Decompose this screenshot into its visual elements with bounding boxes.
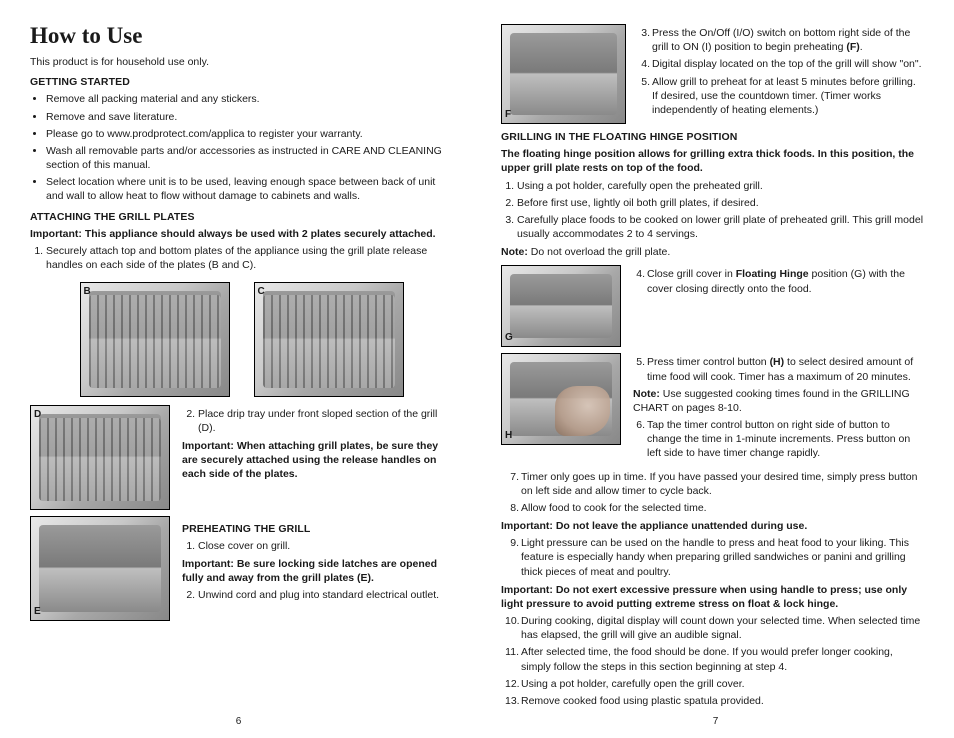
list-item: Using a pot holder, carefully open the p… <box>517 179 924 193</box>
list-item: Allow grill to preheat for at least 5 mi… <box>652 75 924 118</box>
list-item: Allow food to cook for the selected time… <box>521 501 924 515</box>
list-item: Press timer control button (H) to select… <box>647 355 924 383</box>
figure-g-block: G Close grill cover in Floating Hinge po… <box>501 265 924 347</box>
steps-7-8: Timer only goes up in time. If you have … <box>501 470 924 516</box>
preheat-list: Close cover on grill. <box>182 539 453 553</box>
figure-row-bc: B C <box>30 282 453 397</box>
page-6: How to Use This product is for household… <box>0 0 477 738</box>
figure-e: E <box>30 516 170 621</box>
figure-label: F <box>505 108 511 122</box>
page-number: 7 <box>477 715 954 729</box>
figure-label: G <box>505 331 513 345</box>
figure-c: C <box>254 282 404 397</box>
page-spread: How to Use This product is for household… <box>0 0 954 738</box>
list-item: Wash all removable parts and/or accessor… <box>46 144 453 172</box>
figure-label: H <box>505 429 512 443</box>
attaching-plates-head: ATTACHING THE GRILL PLATES <box>30 210 453 224</box>
figure-b: B <box>80 282 230 397</box>
figure-label: C <box>258 285 265 299</box>
figure-g-text: Close grill cover in Floating Hinge posi… <box>633 265 924 298</box>
figure-label: E <box>34 605 41 619</box>
page-7: F Press the On/Off (I/O) switch on botto… <box>477 0 954 738</box>
figure-e-text: PREHEATING THE GRILL Close cover on gril… <box>182 516 453 605</box>
step-4: Close grill cover in Floating Hinge posi… <box>633 267 924 295</box>
figure-f-text: Press the On/Off (I/O) switch on bottom … <box>638 24 924 120</box>
floating-steps-1-3: Using a pot holder, carefully open the p… <box>501 179 924 242</box>
figure-h-block: H Press timer control button (H) to sele… <box>501 353 924 463</box>
note-text: Use suggested cooking times found in the… <box>633 388 910 414</box>
note-chart: Note: Use suggested cooking times found … <box>633 387 924 415</box>
step-list: Place drip tray under front sloped secti… <box>182 407 453 435</box>
getting-started-head: GETTING STARTED <box>30 75 453 89</box>
note-text: Do not overload the grill plate. <box>528 246 670 258</box>
list-item: Place drip tray under front sloped secti… <box>198 407 453 435</box>
preheat-cont: Press the On/Off (I/O) switch on bottom … <box>638 26 924 117</box>
list-item: Tap the timer control button on right si… <box>647 418 924 461</box>
figure-h-text: Press timer control button (H) to select… <box>633 353 924 463</box>
floating-hinge-intro: The floating hinge position allows for g… <box>501 147 924 175</box>
list-item: Remove all packing material and any stic… <box>46 92 453 106</box>
list-item: Using a pot holder, carefully open the g… <box>521 677 924 691</box>
t: Close grill cover in <box>647 268 736 280</box>
floating-hinge-head: GRILLING IN THE FLOATING HINGE POSITION <box>501 130 924 144</box>
list-item: Digital display located on the top of th… <box>652 57 924 71</box>
figure-d-block: D Place drip tray under front sloped sec… <box>30 405 453 510</box>
figure-label: B <box>84 285 91 299</box>
list-item: During cooking, digital display will cou… <box>521 614 924 642</box>
figure-f-block: F Press the On/Off (I/O) switch on botto… <box>501 24 924 124</box>
list-item: Timer only goes up in time. If you have … <box>521 470 924 498</box>
list-item: Before first use, lightly oil both grill… <box>517 196 924 210</box>
figure-label: D <box>34 408 41 422</box>
t: Press the On/Off (I/O) switch on bottom … <box>652 27 910 53</box>
list-item: Close grill cover in Floating Hinge posi… <box>647 267 924 295</box>
list-item: Close cover on grill. <box>198 539 453 553</box>
important-note: Important: This appliance should always … <box>30 227 453 241</box>
figure-h: H <box>501 353 621 445</box>
note-label: Note: <box>501 246 528 258</box>
figure-d-text: Place drip tray under front sloped secti… <box>182 405 453 484</box>
figure-g: G <box>501 265 621 347</box>
page-title: How to Use <box>30 20 453 51</box>
list-item: Unwind cord and plug into standard elect… <box>198 588 453 602</box>
list-item: Securely attach top and bottom plates of… <box>46 244 453 272</box>
intro-text: This product is for household use only. <box>30 55 453 69</box>
figure-f: F <box>501 24 626 124</box>
list-item: Light pressure can be used on the handle… <box>521 536 924 579</box>
page-number: 6 <box>0 715 477 729</box>
list-item: Press the On/Off (I/O) switch on bottom … <box>652 26 924 54</box>
list-item: Select location where unit is to be used… <box>46 175 453 203</box>
list-item: After selected time, the food should be … <box>521 645 924 673</box>
note-label: Note: <box>633 388 660 400</box>
important-note: Important: When attaching grill plates, … <box>182 439 453 482</box>
step-9: Light pressure can be used on the handle… <box>501 536 924 579</box>
note-overload: Note: Do not overload the grill plate. <box>501 245 924 259</box>
list-item: Remove cooked food using plastic spatula… <box>521 694 924 708</box>
figure-e-block: E PREHEATING THE GRILL Close cover on gr… <box>30 516 453 621</box>
important-unattended: Important: Do not leave the appliance un… <box>501 519 924 533</box>
preheating-head: PREHEATING THE GRILL <box>182 522 453 536</box>
attach-steps: Securely attach top and bottom plates of… <box>30 244 453 272</box>
t-bold: Floating Hinge <box>736 268 809 280</box>
figure-d: D <box>30 405 170 510</box>
t: Press timer control button (H) to select… <box>647 356 913 382</box>
important-pressure: Important: Do not exert excessive pressu… <box>501 583 924 611</box>
list-item: Remove and save literature. <box>46 110 453 124</box>
steps-5-6: Press timer control button (H) to select… <box>633 355 924 383</box>
important-note: Important: Be sure locking side latches … <box>182 557 453 585</box>
preheat-list-2: Unwind cord and plug into standard elect… <box>182 588 453 602</box>
getting-started-list: Remove all packing material and any stic… <box>30 92 453 203</box>
list-item: Please go to www.prodprotect.com/applica… <box>46 127 453 141</box>
steps-10-13: During cooking, digital display will cou… <box>501 614 924 708</box>
step-6: Tap the timer control button on right si… <box>633 418 924 461</box>
list-item: Carefully place foods to be cooked on lo… <box>517 213 924 241</box>
